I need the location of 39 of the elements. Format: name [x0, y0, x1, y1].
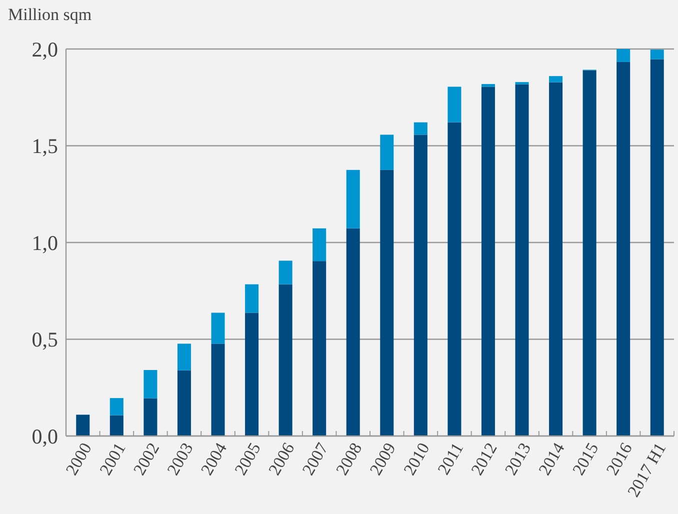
- bar: [414, 122, 428, 135]
- bar: [616, 49, 630, 62]
- bar: [177, 370, 191, 436]
- bar: [448, 122, 462, 436]
- bar: [380, 134, 394, 170]
- bar: [312, 228, 326, 262]
- y-tick-label: 2,0: [32, 37, 58, 62]
- bar: [144, 370, 158, 398]
- y-tick-label: 0,0: [32, 424, 58, 448]
- bar: [312, 261, 326, 436]
- bar: [211, 312, 225, 344]
- bar: [549, 82, 563, 436]
- bar: [650, 50, 664, 60]
- y-tick-label: 0,5: [32, 328, 58, 352]
- bar: [650, 59, 664, 436]
- bar: [414, 134, 428, 436]
- bar: [346, 170, 360, 228]
- bar: [549, 76, 563, 82]
- bar: [278, 260, 292, 284]
- y-tick-label: 1,0: [32, 230, 58, 255]
- bar: [76, 414, 90, 436]
- bar: [380, 170, 394, 436]
- y-tick-label: 1,5: [32, 134, 58, 158]
- bar: [245, 312, 259, 436]
- bar: [110, 398, 124, 416]
- bar: [110, 415, 124, 436]
- bar: [346, 228, 360, 436]
- bar: [515, 84, 529, 436]
- y-axis-title: Million sqm: [8, 5, 92, 24]
- bar: [616, 62, 630, 436]
- bar: [582, 70, 596, 436]
- bar: [278, 284, 292, 436]
- bar: [448, 86, 462, 122]
- bar: [144, 398, 158, 436]
- bar: [481, 84, 495, 87]
- bar: [245, 284, 259, 313]
- bar: [481, 86, 495, 436]
- bar: [177, 344, 191, 370]
- bar: [211, 344, 225, 436]
